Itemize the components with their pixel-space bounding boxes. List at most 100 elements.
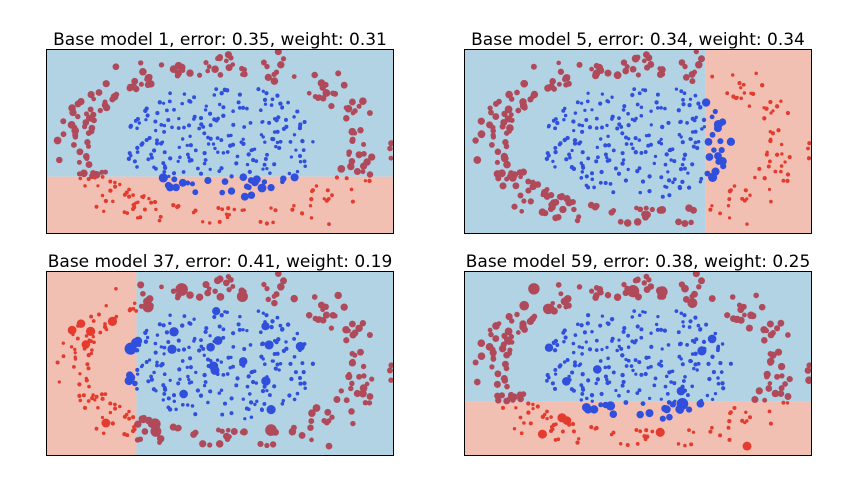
data-point <box>589 424 594 430</box>
data-point <box>707 334 717 344</box>
data-point <box>197 72 203 78</box>
data-point <box>787 155 792 160</box>
data-point <box>277 145 282 151</box>
data-point <box>761 337 768 344</box>
data-point <box>574 217 581 224</box>
data-point <box>623 178 629 183</box>
data-point <box>93 398 97 402</box>
data-point <box>159 123 164 127</box>
data-point <box>641 210 648 218</box>
data-point <box>617 116 621 121</box>
data-point <box>154 207 158 212</box>
data-point <box>688 319 693 324</box>
data-point <box>264 340 274 350</box>
data-point <box>550 381 555 386</box>
data-point <box>519 431 524 436</box>
data-point <box>594 338 599 343</box>
data-point <box>198 393 204 398</box>
data-point <box>261 120 265 124</box>
data-point <box>284 340 288 344</box>
data-point <box>112 63 120 71</box>
data-point <box>202 131 207 136</box>
data-point <box>639 105 644 110</box>
data-point <box>227 212 232 217</box>
panel-3-plot <box>46 271 394 456</box>
data-point <box>139 68 147 76</box>
data-point <box>672 177 677 182</box>
data-point <box>102 99 108 105</box>
data-point <box>206 363 211 369</box>
data-point <box>91 319 96 323</box>
data-point <box>587 125 593 130</box>
data-point <box>519 320 527 328</box>
data-point <box>779 373 785 379</box>
data-point <box>186 152 190 157</box>
data-point <box>665 392 670 396</box>
data-point <box>755 387 763 395</box>
data-point <box>677 185 683 191</box>
data-point <box>619 346 624 351</box>
data-point <box>686 185 692 190</box>
data-point <box>642 434 647 439</box>
data-point <box>327 222 331 226</box>
data-point <box>298 346 302 350</box>
data-point <box>678 59 686 66</box>
data-point <box>534 181 542 188</box>
data-point <box>562 296 571 304</box>
data-point <box>508 391 515 399</box>
data-point <box>747 104 752 108</box>
data-point <box>96 184 100 188</box>
data-point <box>762 116 767 121</box>
data-point <box>643 205 649 211</box>
data-point <box>145 335 150 340</box>
data-point <box>218 102 222 107</box>
data-point <box>493 170 502 178</box>
data-point <box>739 86 743 90</box>
data-point <box>228 365 232 370</box>
data-point <box>691 144 696 149</box>
data-point <box>73 347 77 352</box>
data-point <box>206 400 210 405</box>
data-point <box>689 359 693 363</box>
data-point <box>699 398 704 403</box>
data-point <box>170 288 177 294</box>
data-point <box>388 140 394 147</box>
data-point <box>714 237 718 241</box>
data-point <box>676 406 684 414</box>
data-point <box>580 391 585 396</box>
data-point <box>695 61 703 69</box>
data-point <box>718 147 725 154</box>
data-point <box>620 131 625 136</box>
data-point <box>635 72 641 78</box>
data-point <box>660 194 665 199</box>
data-point <box>144 296 153 304</box>
data-point <box>477 117 485 125</box>
data-point <box>159 345 163 349</box>
data-point <box>692 366 696 371</box>
data-point <box>168 313 172 317</box>
data-point <box>546 346 551 351</box>
data-point <box>514 311 520 318</box>
data-point <box>131 77 139 85</box>
data-point <box>163 164 167 168</box>
data-point <box>360 169 366 175</box>
data-point <box>167 174 171 179</box>
data-point <box>149 152 153 157</box>
data-point <box>255 399 259 403</box>
data-point <box>226 286 232 293</box>
data-point <box>710 354 715 359</box>
data-point <box>202 281 210 289</box>
data-point <box>135 367 140 372</box>
data-point <box>590 171 594 176</box>
data-point <box>193 208 198 213</box>
data-point <box>598 323 603 328</box>
data-point <box>626 123 631 128</box>
data-point <box>357 348 364 356</box>
data-point <box>84 376 88 381</box>
data-point <box>571 206 577 213</box>
data-point <box>315 317 322 324</box>
data-point <box>557 364 562 369</box>
data-point <box>340 303 348 311</box>
data-point <box>178 155 182 160</box>
data-point <box>769 111 773 115</box>
